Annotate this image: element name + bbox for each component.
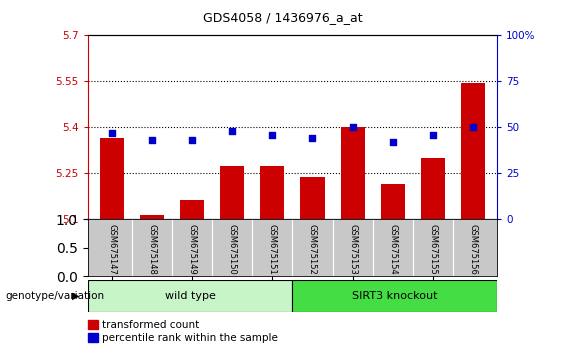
Bar <box>293 280 497 312</box>
Point <box>308 136 317 141</box>
Text: wild type: wild type <box>164 291 215 301</box>
Bar <box>341 127 364 219</box>
Bar <box>301 177 324 219</box>
Text: GSM675154: GSM675154 <box>388 224 397 275</box>
Bar <box>461 83 485 219</box>
Text: SIRT3 knockout: SIRT3 knockout <box>352 291 437 301</box>
Text: percentile rank within the sample: percentile rank within the sample <box>102 333 277 343</box>
Bar <box>260 166 284 219</box>
Text: ▶: ▶ <box>72 291 79 301</box>
Text: GSM675156: GSM675156 <box>468 224 477 275</box>
Point <box>228 128 237 134</box>
Bar <box>140 215 164 219</box>
Text: transformed count: transformed count <box>102 320 199 330</box>
Bar <box>180 200 204 219</box>
Point <box>107 130 116 136</box>
Text: GSM675153: GSM675153 <box>348 224 357 275</box>
Point <box>468 125 477 130</box>
Point <box>388 139 397 145</box>
Bar <box>88 280 293 312</box>
Text: GSM675148: GSM675148 <box>147 224 157 275</box>
Bar <box>220 166 244 219</box>
Text: GDS4058 / 1436976_a_at: GDS4058 / 1436976_a_at <box>203 11 362 24</box>
Point <box>268 132 277 138</box>
Text: GSM675151: GSM675151 <box>268 224 277 275</box>
Bar <box>99 138 124 219</box>
Bar <box>421 158 445 219</box>
Bar <box>381 184 405 219</box>
Text: GSM675149: GSM675149 <box>188 224 197 275</box>
Text: genotype/variation: genotype/variation <box>6 291 105 301</box>
Point <box>147 137 157 143</box>
Text: GSM675155: GSM675155 <box>428 224 437 275</box>
Text: GSM675147: GSM675147 <box>107 224 116 275</box>
Point <box>428 132 437 138</box>
Point <box>188 137 197 143</box>
Text: GSM675150: GSM675150 <box>228 224 237 275</box>
Point <box>348 125 357 130</box>
Text: GSM675152: GSM675152 <box>308 224 317 275</box>
